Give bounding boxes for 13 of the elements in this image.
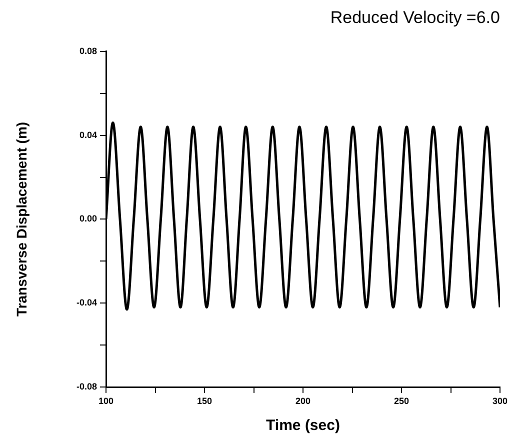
x-tick-label: 150 bbox=[196, 396, 212, 406]
x-tick-label: 250 bbox=[394, 396, 410, 406]
x-tick-label: 300 bbox=[492, 396, 508, 406]
y-tick-label: -0.04 bbox=[76, 298, 97, 308]
x-tick-label: 100 bbox=[98, 396, 114, 406]
chart-title: Reduced Velocity =6.0 bbox=[330, 8, 500, 27]
y-tick-label: 0.08 bbox=[79, 46, 97, 56]
y-tick-label: -0.08 bbox=[76, 381, 97, 392]
x-tick-label: 200 bbox=[295, 396, 311, 406]
y-axis-title: Transverse Displacement (m) bbox=[13, 122, 30, 316]
y-tick-label: 0.00 bbox=[79, 214, 97, 224]
x-axis-title: Time (sec) bbox=[266, 417, 340, 434]
y-tick-label: 0.04 bbox=[79, 130, 97, 140]
